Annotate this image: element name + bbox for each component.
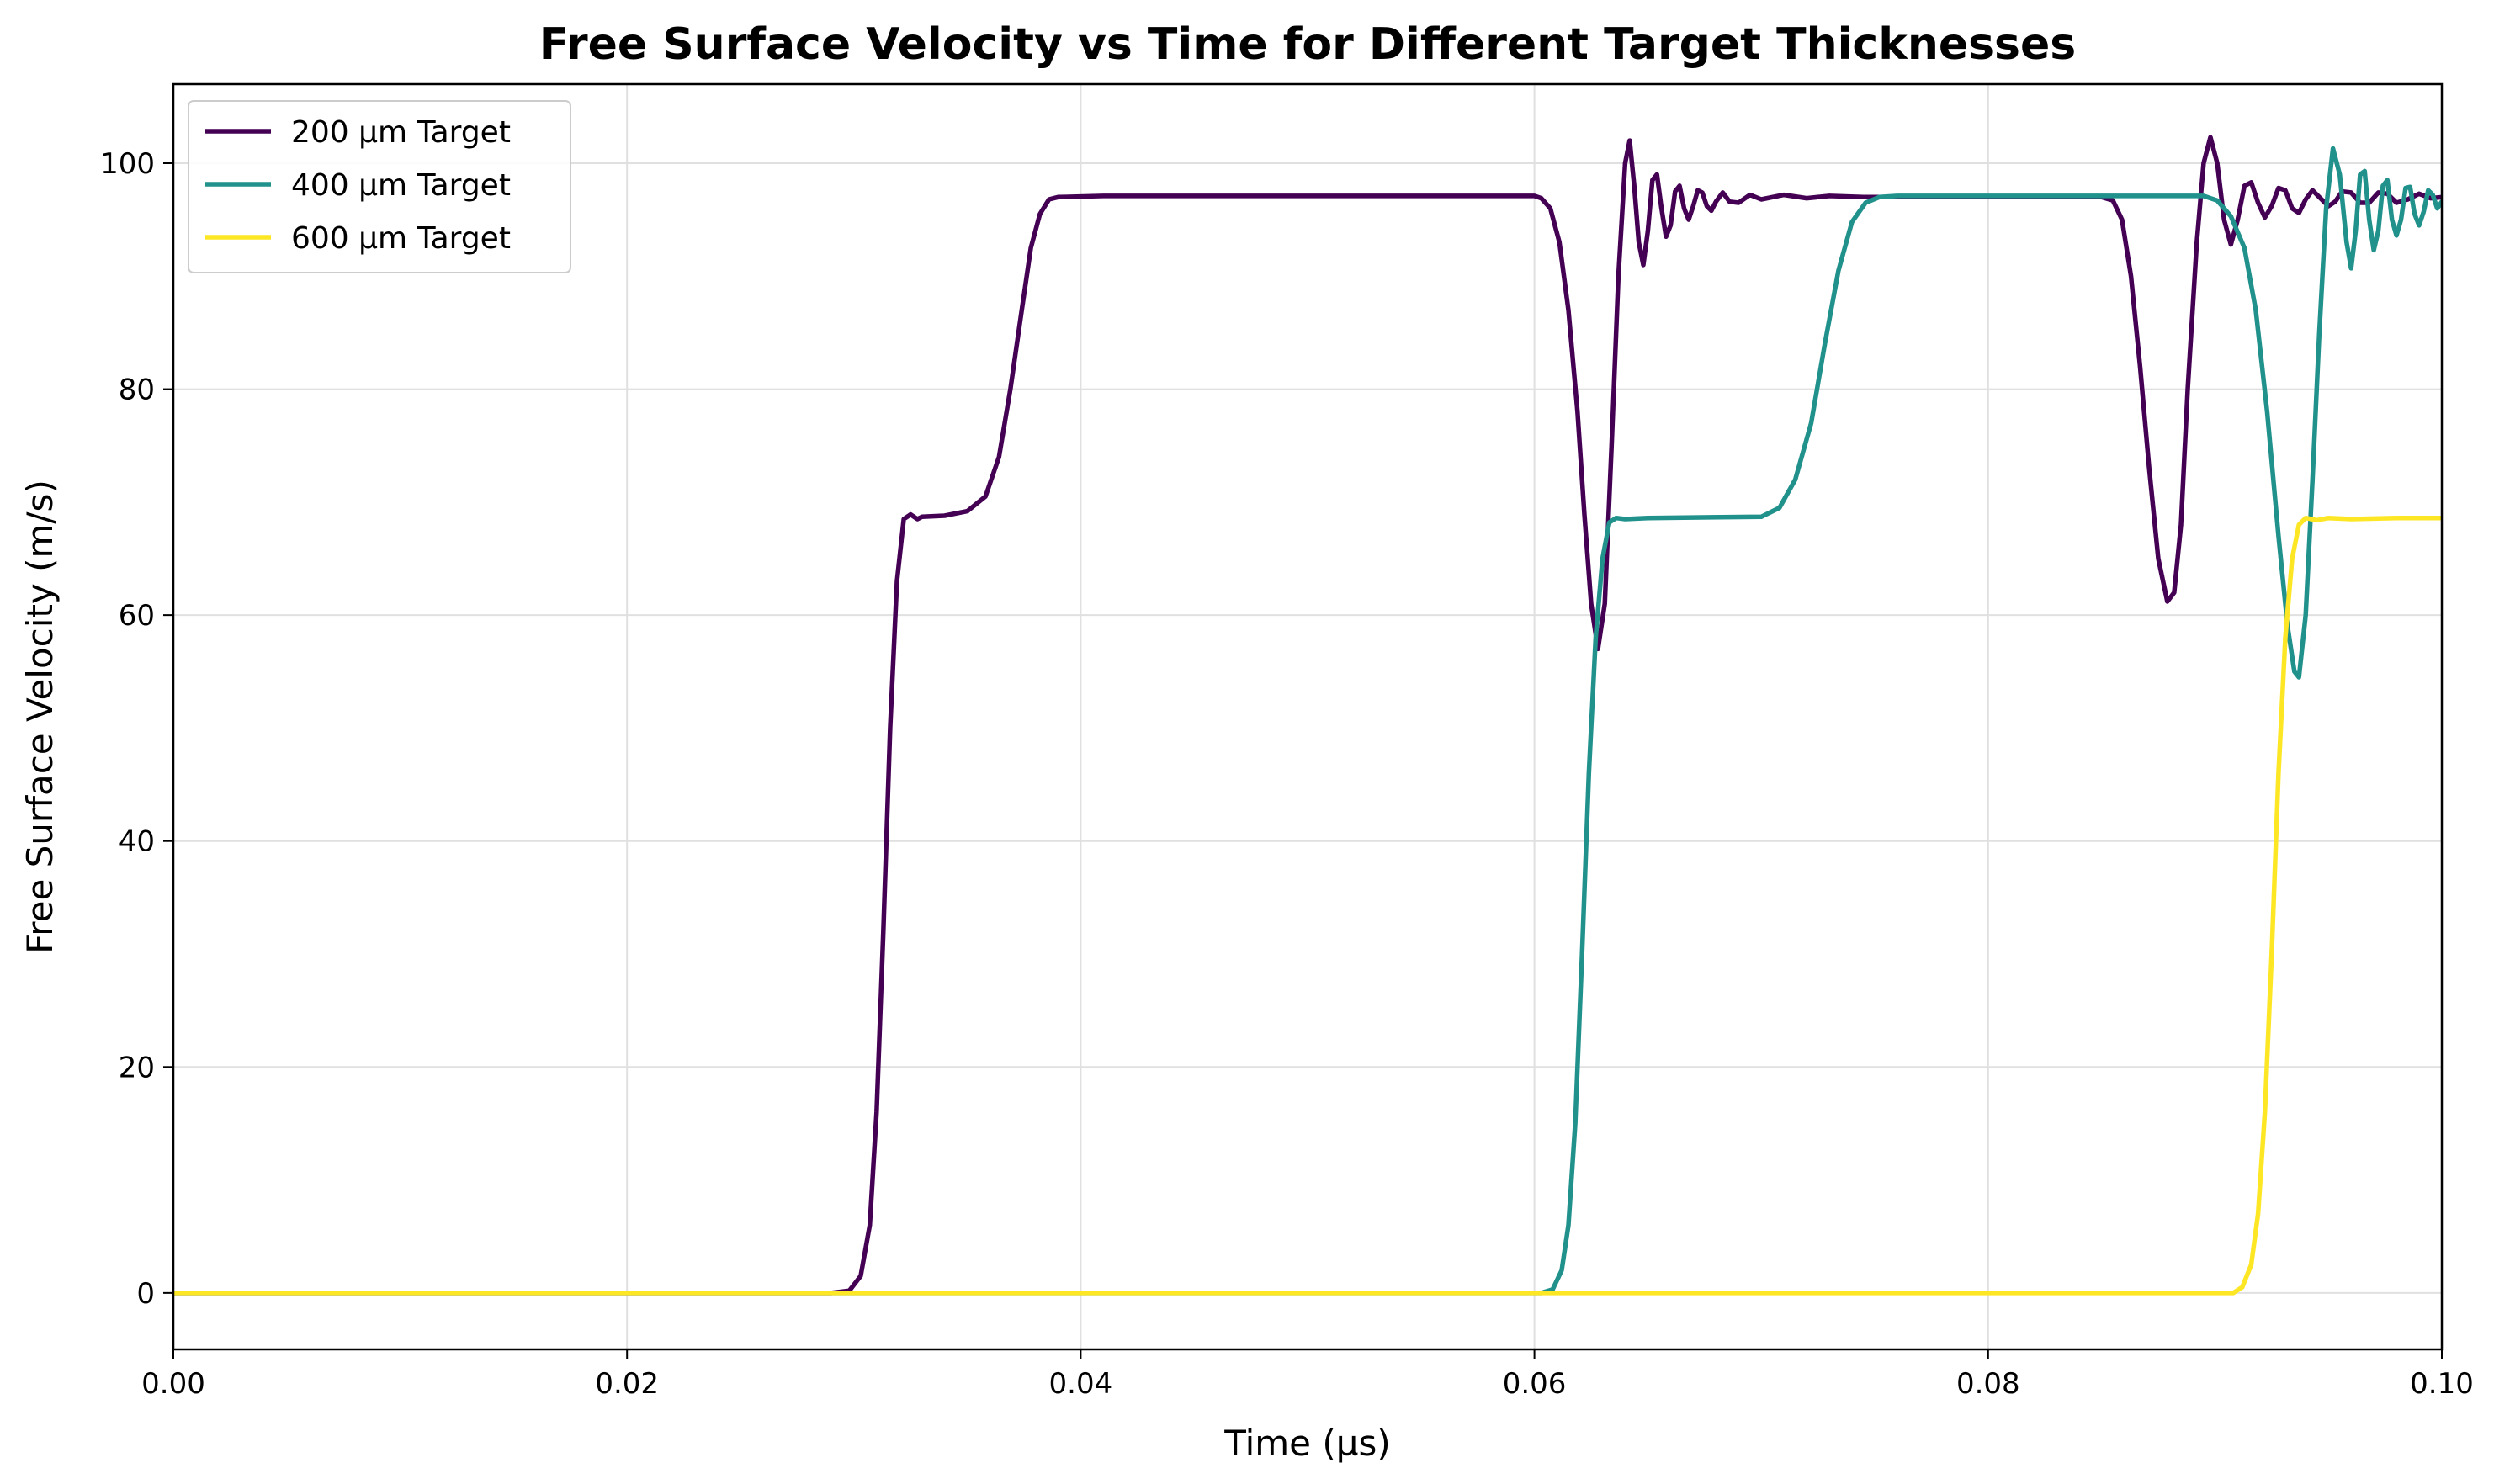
x-tick-label: 0.04 (1049, 1367, 1113, 1401)
series-line-1 (173, 135, 2442, 1296)
y-tick-label: 100 (100, 147, 155, 181)
series-lines (173, 135, 2442, 1296)
y-tick-label: 40 (119, 825, 155, 859)
legend-label: 200 µm Target (291, 115, 511, 150)
y-axis-label: Free Surface Velocity (m/s) (19, 480, 61, 954)
x-tick-label: 0.02 (595, 1367, 659, 1401)
x-tick-label: 0.10 (2410, 1367, 2474, 1401)
x-tick-label: 0.06 (1503, 1367, 1567, 1401)
legend-box (188, 100, 571, 273)
legend-label: 600 µm Target (291, 221, 511, 256)
chart-title: Free Surface Velocity vs Time for Differ… (539, 19, 2076, 70)
y-tick-label: 60 (119, 599, 155, 633)
legend: 200 µm Target 400 µm Target 600 µm Target (188, 100, 571, 273)
x-axis-label: Time (µs) (1223, 1423, 1391, 1464)
series-line-3 (173, 515, 2442, 1296)
y-tick-label: 0 (136, 1277, 155, 1311)
plot-frame (172, 82, 2444, 1351)
y-tick-label: 80 (119, 374, 155, 407)
x-tick-label: 0.00 (141, 1367, 205, 1401)
series-line-2 (173, 146, 2442, 1296)
y-tick-label: 20 (119, 1051, 155, 1084)
axis-ticks: 0.00 0.02 0.04 0.06 0.08 0.10 0 20 40 60 80 100 (100, 147, 2474, 1401)
legend-label: 400 µm Target (291, 168, 511, 203)
x-tick-label: 0.08 (1956, 1367, 2020, 1401)
